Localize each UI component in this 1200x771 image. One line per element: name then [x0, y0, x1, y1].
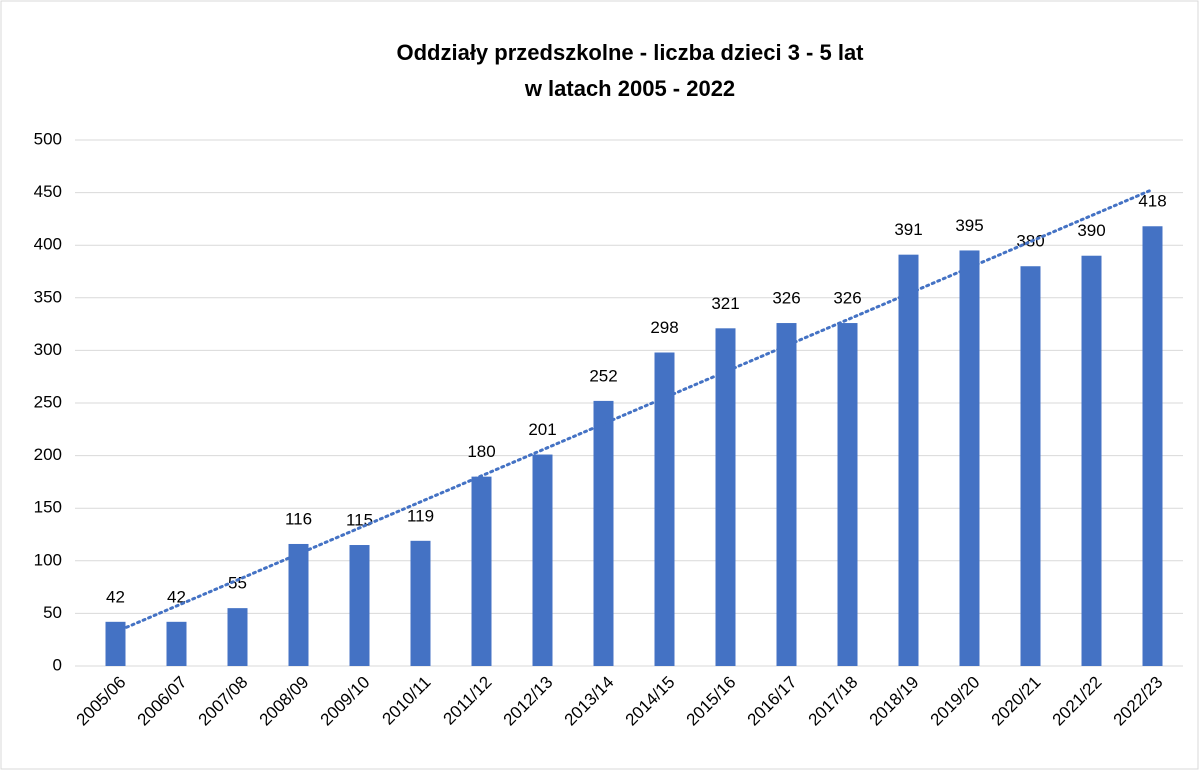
data-label: 298	[650, 318, 678, 337]
bar	[288, 543, 309, 666]
y-tick-label: 50	[43, 603, 62, 622]
data-label: 119	[407, 506, 434, 525]
y-tick-label: 100	[34, 550, 62, 569]
bar	[654, 352, 675, 666]
bar	[959, 250, 980, 666]
y-tick-label: 250	[34, 392, 62, 411]
y-tick-label: 400	[34, 235, 62, 254]
bar	[593, 400, 614, 666]
chart-title: Oddziały przedszkolne - liczba dzieci 3 …	[396, 40, 864, 65]
bar	[105, 621, 126, 666]
data-label: 321	[711, 294, 739, 313]
data-label: 390	[1077, 221, 1105, 240]
y-tick-label: 0	[53, 655, 62, 674]
trendline	[114, 188, 1154, 634]
y-tick-label: 200	[34, 445, 62, 464]
bar	[410, 540, 431, 666]
data-label: 42	[167, 587, 186, 606]
y-tick-label: 450	[34, 182, 62, 201]
chart-title: w latach 2005 - 2022	[524, 76, 735, 101]
bar	[349, 545, 370, 666]
data-label: 418	[1138, 192, 1166, 211]
bar	[1020, 266, 1041, 666]
data-label: 42	[106, 587, 125, 606]
data-label: 252	[589, 366, 617, 385]
data-label: 201	[528, 420, 556, 439]
bar	[1142, 226, 1163, 666]
bar	[898, 254, 919, 666]
bar	[776, 323, 797, 666]
y-tick-label: 150	[34, 498, 62, 517]
data-label: 116	[285, 509, 312, 528]
data-label: 391	[894, 220, 922, 239]
y-tick-label: 300	[34, 340, 62, 359]
bar	[166, 621, 187, 666]
data-label: 326	[772, 289, 800, 308]
bar	[837, 323, 858, 666]
bar	[532, 454, 553, 666]
bar	[1081, 255, 1102, 666]
bar	[471, 476, 492, 666]
bar	[227, 608, 248, 666]
data-label: 395	[955, 216, 983, 235]
y-tick-label: 350	[34, 287, 62, 306]
data-label: 326	[833, 289, 861, 308]
bar	[715, 328, 736, 666]
data-label: 180	[467, 442, 495, 461]
y-tick-label: 500	[34, 129, 62, 148]
